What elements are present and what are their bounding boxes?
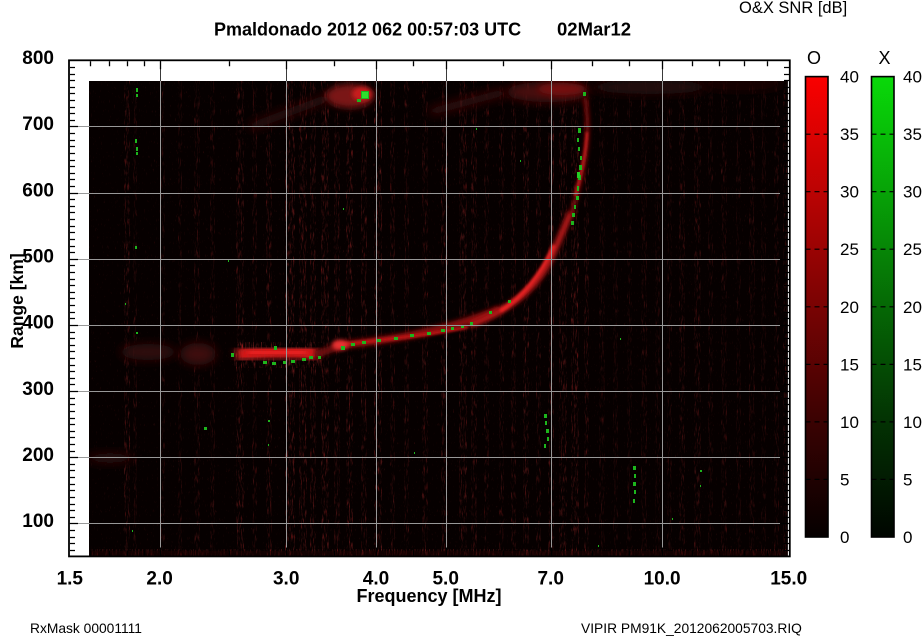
svg-text:40: 40 bbox=[903, 68, 922, 87]
svg-text:3.0: 3.0 bbox=[273, 569, 299, 590]
svg-text:40: 40 bbox=[840, 68, 859, 87]
svg-text:15: 15 bbox=[903, 355, 922, 374]
svg-text:Pmaldonado 2012 062 00:57:03 U: Pmaldonado 2012 062 00:57:03 UTC bbox=[214, 20, 521, 40]
svg-text:800: 800 bbox=[22, 48, 54, 69]
svg-text:30: 30 bbox=[903, 183, 922, 202]
svg-text:400: 400 bbox=[22, 313, 54, 334]
svg-text:25: 25 bbox=[903, 240, 922, 259]
svg-text:RxMask 00001111: RxMask 00001111 bbox=[30, 621, 142, 636]
svg-text:5: 5 bbox=[903, 470, 912, 489]
svg-text:4.0: 4.0 bbox=[363, 569, 389, 590]
svg-text:0: 0 bbox=[903, 528, 912, 547]
svg-text:Frequency [MHz]: Frequency [MHz] bbox=[356, 586, 501, 606]
svg-text:600: 600 bbox=[22, 180, 54, 201]
svg-text:20: 20 bbox=[840, 298, 859, 317]
svg-text:35: 35 bbox=[840, 125, 859, 144]
svg-text:20: 20 bbox=[903, 298, 922, 317]
svg-text:5.0: 5.0 bbox=[432, 569, 458, 590]
svg-text:VIPIR PM91K_2012062005703.RIQ: VIPIR PM91K_2012062005703.RIQ bbox=[581, 621, 802, 636]
svg-text:10: 10 bbox=[840, 413, 859, 432]
svg-text:Range [km]: Range [km] bbox=[7, 253, 27, 348]
svg-text:35: 35 bbox=[903, 125, 922, 144]
svg-text:5: 5 bbox=[840, 470, 849, 489]
svg-text:25: 25 bbox=[840, 240, 859, 259]
svg-text:300: 300 bbox=[22, 379, 54, 400]
svg-text:15: 15 bbox=[840, 355, 859, 374]
svg-text:100: 100 bbox=[22, 511, 54, 532]
svg-text:O&X SNR [dB]: O&X SNR [dB] bbox=[739, 0, 847, 17]
svg-text:02Mar12: 02Mar12 bbox=[557, 19, 631, 40]
svg-text:X: X bbox=[878, 48, 890, 68]
svg-text:0: 0 bbox=[840, 528, 849, 547]
svg-text:30: 30 bbox=[840, 183, 859, 202]
svg-text:2.0: 2.0 bbox=[146, 569, 172, 590]
svg-text:700: 700 bbox=[22, 114, 54, 135]
svg-text:10: 10 bbox=[903, 413, 922, 432]
svg-text:200: 200 bbox=[22, 445, 54, 466]
svg-text:1.5: 1.5 bbox=[57, 569, 84, 590]
svg-text:7.0: 7.0 bbox=[537, 569, 563, 590]
svg-text:500: 500 bbox=[22, 247, 54, 268]
svg-text:O: O bbox=[807, 48, 821, 68]
svg-text:15.0: 15.0 bbox=[770, 569, 807, 590]
svg-text:10.0: 10.0 bbox=[644, 569, 681, 590]
